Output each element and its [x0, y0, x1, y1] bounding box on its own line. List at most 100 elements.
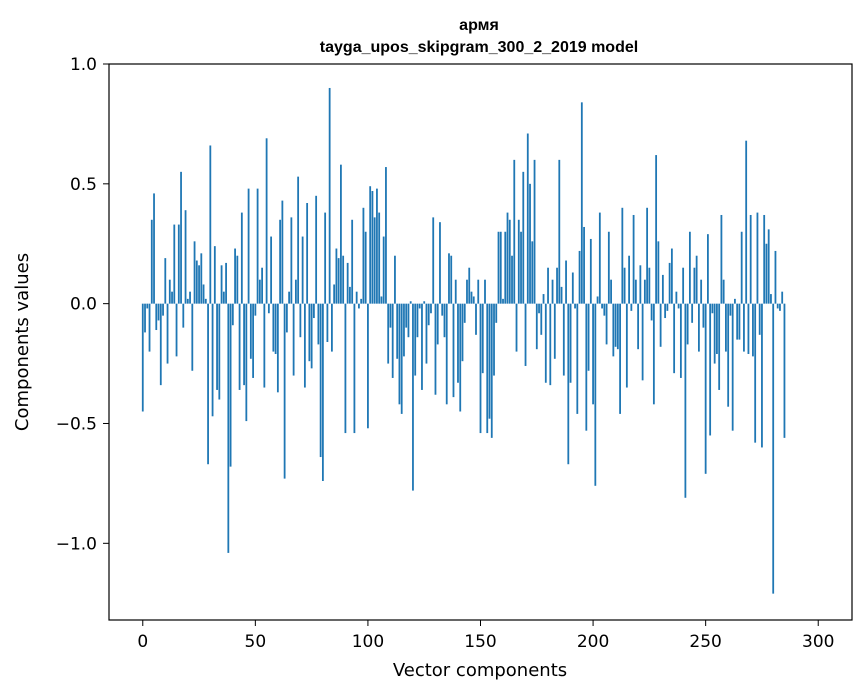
chart-title-line1: армя — [459, 17, 499, 34]
bar — [594, 303, 597, 486]
bar — [524, 303, 527, 366]
bar — [603, 303, 606, 316]
bar — [385, 167, 387, 304]
bar — [587, 303, 590, 371]
bar — [337, 258, 340, 304]
bar — [234, 248, 236, 304]
bar — [240, 212, 243, 304]
bar — [774, 250, 777, 304]
bar — [677, 303, 680, 309]
bar — [650, 303, 653, 321]
bar — [580, 102, 583, 304]
bar — [204, 298, 207, 304]
bar — [634, 279, 637, 304]
bar — [418, 303, 421, 309]
bar — [288, 291, 291, 304]
bar — [749, 214, 752, 304]
bar — [331, 303, 333, 352]
bar — [434, 303, 437, 395]
bar — [321, 303, 324, 481]
bar — [718, 303, 721, 390]
bar — [317, 303, 320, 345]
bar — [389, 303, 392, 328]
bar — [502, 298, 504, 304]
bar — [562, 303, 565, 376]
bar — [538, 303, 540, 314]
bar — [657, 241, 660, 304]
bar — [342, 255, 345, 304]
bar — [553, 303, 556, 359]
bar — [326, 303, 329, 342]
bar — [254, 303, 257, 316]
bar — [414, 303, 417, 376]
bar — [285, 303, 288, 333]
bar — [646, 207, 649, 304]
x-tick-label: 50 — [245, 632, 267, 652]
bar — [409, 301, 412, 304]
bar — [601, 303, 603, 309]
bar — [150, 219, 153, 304]
bar — [267, 303, 270, 314]
bar — [522, 171, 525, 304]
bar — [661, 274, 664, 304]
bar — [578, 250, 581, 304]
bar — [247, 188, 250, 304]
bar — [400, 303, 403, 414]
bar — [351, 219, 354, 304]
bar — [513, 159, 516, 304]
bar — [776, 303, 779, 309]
bar — [403, 303, 405, 357]
bar — [763, 214, 766, 304]
bar — [585, 303, 588, 431]
bar — [168, 279, 171, 304]
y-axis-label: Components values — [12, 253, 33, 431]
bar — [517, 219, 520, 304]
bar — [303, 303, 306, 388]
bar — [688, 231, 691, 304]
bar — [493, 303, 495, 376]
bar — [472, 296, 475, 304]
bar — [752, 303, 754, 357]
bar — [308, 303, 311, 362]
bar — [312, 303, 315, 319]
bar — [673, 303, 676, 374]
bar — [736, 303, 739, 340]
bar — [770, 294, 772, 304]
bar — [535, 303, 538, 350]
chart-title-line2: tayga_upos_skipgram_300_2_2019 model — [320, 39, 638, 56]
bar — [702, 303, 705, 328]
bar — [432, 217, 435, 304]
bar — [743, 303, 745, 352]
bar — [207, 303, 209, 465]
bar — [362, 207, 365, 304]
bar — [164, 258, 167, 304]
bar — [249, 303, 252, 359]
bar — [488, 303, 491, 419]
bar — [272, 303, 275, 352]
bar — [294, 279, 297, 304]
bar — [292, 303, 295, 376]
bar — [454, 279, 457, 304]
bar — [598, 212, 601, 304]
bar — [720, 214, 723, 304]
x-tick-label: 0 — [137, 632, 148, 652]
bar — [371, 191, 374, 304]
bar — [252, 303, 254, 378]
bar — [299, 303, 302, 338]
bar — [664, 303, 667, 319]
bar — [166, 303, 169, 364]
bar — [682, 267, 685, 304]
bar — [421, 303, 423, 390]
bar — [704, 303, 707, 474]
bar — [335, 248, 338, 304]
bar — [779, 303, 781, 311]
bar — [560, 286, 563, 304]
x-tick-label: 250 — [689, 632, 721, 652]
bar — [227, 303, 230, 553]
bar — [725, 303, 727, 352]
bar — [551, 279, 554, 304]
bar — [236, 255, 239, 304]
bar — [756, 212, 759, 304]
x-tick-label: 100 — [352, 632, 384, 652]
bar — [479, 303, 482, 434]
